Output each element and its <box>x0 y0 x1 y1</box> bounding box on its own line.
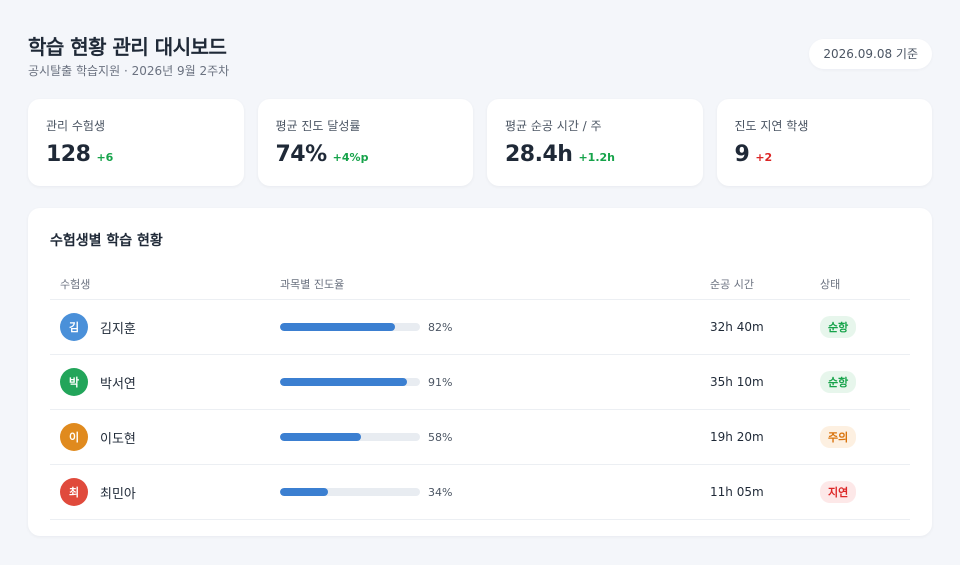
kpi-value: 28.4h <box>505 142 573 167</box>
progress-percent: 82% <box>428 320 453 334</box>
progress-percent: 91% <box>428 375 453 389</box>
reference-date-badge: 2026.09.08 기준 <box>809 39 932 69</box>
study-time: 11h 05m <box>710 485 764 499</box>
avatar: 박 <box>60 368 88 396</box>
status-badge: 지연 <box>820 481 857 503</box>
table-header: 수험생 과목별 진도율 순공 시간 상태 <box>50 268 910 300</box>
kpi-value: 128 <box>46 142 91 167</box>
page-header: 학습 현황 관리 대시보드 공시탈출 학습지원 · 2026년 9월 2주차 2… <box>28 0 932 99</box>
progress-bar-fill <box>280 378 408 386</box>
student-table: 수험생 과목별 진도율 순공 시간 상태 김 김지훈 82% 32h 40m 순… <box>50 268 910 520</box>
table-row[interactable]: 이 이도현 58% 19h 20m 주의 <box>50 410 910 465</box>
progress-bar <box>280 488 420 496</box>
status-badge: 순항 <box>820 371 857 393</box>
kpi-card-progress-rate: 평균 진도 달성률 74% +4%p <box>257 99 473 186</box>
kpi-card-delayed-students: 진도 지연 학생 9 +2 <box>716 99 932 186</box>
status-badge: 주의 <box>820 426 857 448</box>
progress-bar-fill <box>280 433 362 441</box>
kpi-cards: 관리 수험생 128 +6 평균 진도 달성률 74% +4%p 평균 순공 시… <box>28 99 932 186</box>
study-time: 35h 10m <box>710 375 764 389</box>
progress-percent: 58% <box>428 430 453 444</box>
kpi-label: 관리 수험생 <box>46 119 106 133</box>
panel-title: 수험생별 학습 현황 <box>50 233 163 249</box>
page-title: 학습 현황 관리 대시보드 <box>28 35 227 59</box>
table-row[interactable]: 김 김지훈 82% 32h 40m 순항 <box>50 300 910 355</box>
kpi-value: 74% <box>275 142 328 167</box>
student-name: 김지훈 <box>100 321 136 337</box>
status-badge: 순항 <box>820 316 857 338</box>
student-name: 이도현 <box>100 431 136 447</box>
progress-bar-fill <box>280 323 395 331</box>
study-time: 19h 20m <box>710 430 764 444</box>
student-name: 박서연 <box>100 376 136 392</box>
kpi-delta: +4%p <box>332 151 369 164</box>
table-row[interactable]: 최 최민아 34% 11h 05m 지연 <box>50 465 910 520</box>
progress-bar <box>280 433 420 441</box>
progress-bar <box>280 323 420 331</box>
kpi-delta: +6 <box>96 151 114 164</box>
column-header-student: 수험생 <box>60 277 91 291</box>
kpi-value: 9 <box>734 142 750 167</box>
kpi-label: 평균 순공 시간 / 주 <box>505 119 602 133</box>
avatar: 이 <box>60 423 88 451</box>
avatar: 최 <box>60 478 88 506</box>
student-status-panel: 수험생별 학습 현황 수험생 과목별 진도율 순공 시간 상태 김 김지훈 82… <box>28 208 932 536</box>
progress-bar-fill <box>280 488 328 496</box>
avatar: 김 <box>60 313 88 341</box>
progress-bar <box>280 378 420 386</box>
page-subtitle: 공시탈출 학습지원 · 2026년 9월 2주차 <box>28 64 230 78</box>
column-header-status: 상태 <box>820 277 841 291</box>
progress-percent: 34% <box>428 485 453 499</box>
kpi-card-students: 관리 수험생 128 +6 <box>28 99 244 186</box>
column-header-progress: 과목별 진도율 <box>280 277 345 291</box>
kpi-label: 평균 진도 달성률 <box>275 119 361 133</box>
table-row[interactable]: 박 박서연 91% 35h 10m 순항 <box>50 355 910 410</box>
kpi-delta: +1.2h <box>578 151 615 164</box>
student-name: 최민아 <box>100 486 136 502</box>
column-header-time: 순공 시간 <box>710 277 754 291</box>
kpi-card-study-hours: 평균 순공 시간 / 주 28.4h +1.2h <box>487 99 703 186</box>
kpi-label: 진도 지연 학생 <box>734 119 809 133</box>
study-time: 32h 40m <box>710 320 764 334</box>
kpi-delta: +2 <box>755 151 773 164</box>
